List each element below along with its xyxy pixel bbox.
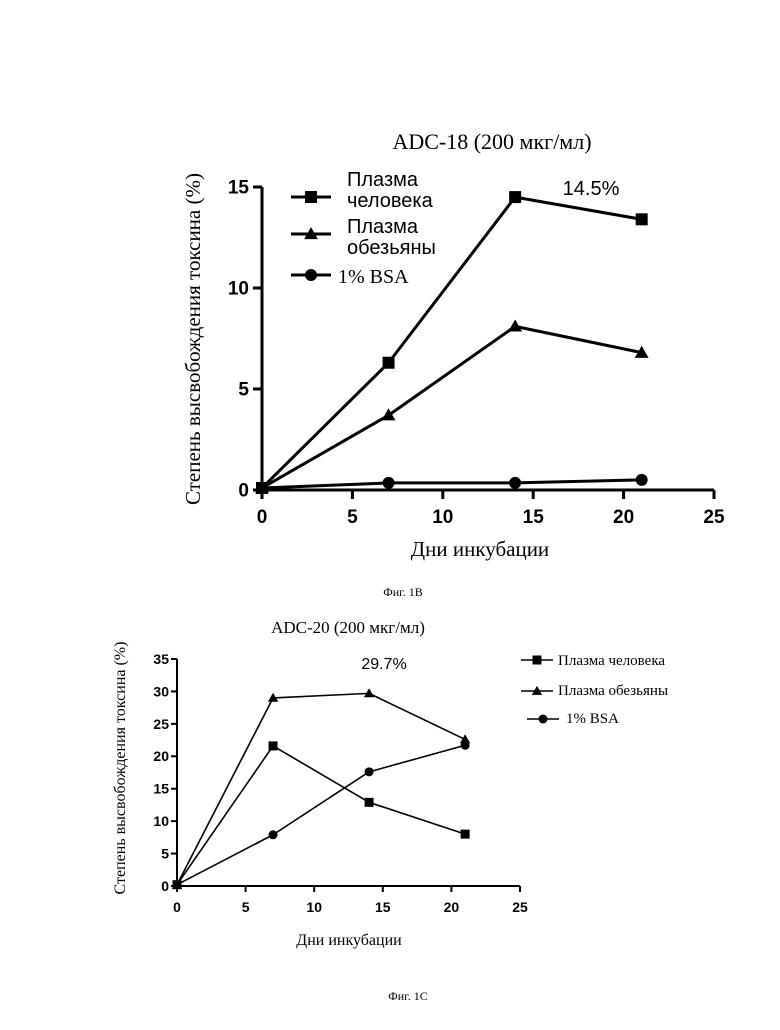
chart2-x-tick-label: 10 bbox=[306, 899, 322, 915]
chart2-legend-label: Плазма обезьяны bbox=[558, 683, 668, 699]
chart2-y-tick-label: 35 bbox=[153, 651, 169, 667]
chart2-data-point-circle bbox=[173, 880, 182, 889]
chart1-legend-marker-square bbox=[305, 191, 317, 203]
chart1-legend-label: Плазма bbox=[347, 169, 419, 191]
chart2-x-tick-label: 20 bbox=[444, 899, 460, 915]
chart2-y-tick-label: 5 bbox=[161, 845, 169, 861]
chart1-x-tick-label: 15 bbox=[523, 507, 545, 528]
chart2-x-tick-label: 0 bbox=[173, 899, 181, 915]
chart2-y-tick-label: 0 bbox=[161, 878, 169, 894]
chart1-data-point-circle bbox=[636, 474, 648, 486]
chart1-legend-label: 1% BSA bbox=[338, 266, 409, 288]
chart1-title: ADC-18 (200 мкг/мл) bbox=[392, 129, 591, 154]
chart2-xlabel: Дни инкубации bbox=[296, 932, 402, 949]
chart2-y-tick-label: 25 bbox=[153, 716, 169, 732]
chart1-data-point-square bbox=[509, 191, 521, 203]
chart1-series-square-line bbox=[262, 197, 642, 488]
chart1-x-tick-label: 10 bbox=[432, 507, 453, 528]
chart1-y-tick-label: 15 bbox=[228, 178, 250, 199]
chart1-series-triangle-line bbox=[262, 326, 642, 488]
chart2-legend-label: 1% BSA bbox=[566, 711, 619, 727]
chart2-data-point-square bbox=[269, 741, 278, 750]
chart1-legend-label: Плазма bbox=[347, 216, 419, 238]
chart1-data-point-circle bbox=[256, 482, 268, 494]
chart2-legend-label: Плазма человека bbox=[558, 653, 665, 669]
chart1-data-point-triangle bbox=[508, 319, 522, 331]
chart1-x-tick-label: 5 bbox=[347, 507, 358, 528]
chart2-title: ADC-20 (200 мкг/мл) bbox=[271, 618, 425, 637]
chart1-xlabel: Дни инкубации bbox=[411, 537, 549, 561]
chart1-y-tick-label: 10 bbox=[228, 279, 249, 300]
chart1-caption: Фиг. 1В bbox=[383, 585, 422, 599]
chart1-data-point-circle bbox=[383, 477, 395, 489]
chart2-series-square-line bbox=[177, 746, 465, 885]
chart2-data-point-square bbox=[461, 830, 470, 839]
chart2-data-point-circle bbox=[461, 741, 470, 750]
chart1-x-tick-label: 0 bbox=[257, 507, 268, 528]
chart2-x-tick-label: 25 bbox=[512, 899, 528, 915]
chart1-legend-label: человека bbox=[347, 190, 434, 212]
chart2-legend-marker-circle bbox=[539, 715, 548, 724]
chart2-series-circle-line bbox=[177, 745, 465, 884]
chart2-caption: Фиг. 1С bbox=[388, 989, 427, 1003]
chart1-x-tick-label: 20 bbox=[613, 507, 634, 528]
chart2-ylabel: Степень высвобождения токсина (%) bbox=[112, 642, 129, 895]
chart1-annotation: 14.5% bbox=[563, 178, 620, 200]
chart2-data-point-circle bbox=[365, 767, 374, 776]
figure-canvas: ADC-18 (200 мкг/мл) Степень высвобождени… bbox=[0, 0, 780, 1030]
chart1-legend-marker-circle bbox=[305, 269, 317, 281]
chart1-data-point-square bbox=[636, 213, 648, 225]
chart1-y-tick-label: 0 bbox=[238, 481, 249, 502]
chart1-data-point-square bbox=[383, 357, 395, 369]
chart1-series-circle-line bbox=[262, 480, 642, 488]
chart2-x-tick-label: 15 bbox=[375, 899, 391, 915]
chart2-data-point-square bbox=[365, 798, 374, 807]
chart2-legend-marker-square bbox=[533, 656, 542, 665]
chart2-y-tick-label: 30 bbox=[153, 683, 169, 699]
chart1-legend-label: обезьяны bbox=[347, 237, 436, 259]
chart1-ylabel: Степень высвобождения токсина (%) bbox=[181, 173, 205, 505]
chart2-data-point-circle bbox=[269, 830, 278, 839]
chart1-y-tick-label: 5 bbox=[238, 380, 249, 401]
chart2-data-point-triangle bbox=[364, 688, 374, 697]
chart2-y-tick-label: 10 bbox=[153, 813, 169, 829]
chart1-data-point-circle bbox=[509, 477, 521, 489]
chart1-x-tick-label: 25 bbox=[703, 507, 725, 528]
chart2-y-tick-label: 20 bbox=[153, 748, 169, 764]
chart2-x-tick-label: 5 bbox=[242, 899, 250, 915]
chart2-series-triangle-line bbox=[177, 693, 465, 884]
chart2-annotation: 29.7% bbox=[361, 656, 406, 673]
chart2-y-tick-label: 15 bbox=[153, 781, 169, 797]
